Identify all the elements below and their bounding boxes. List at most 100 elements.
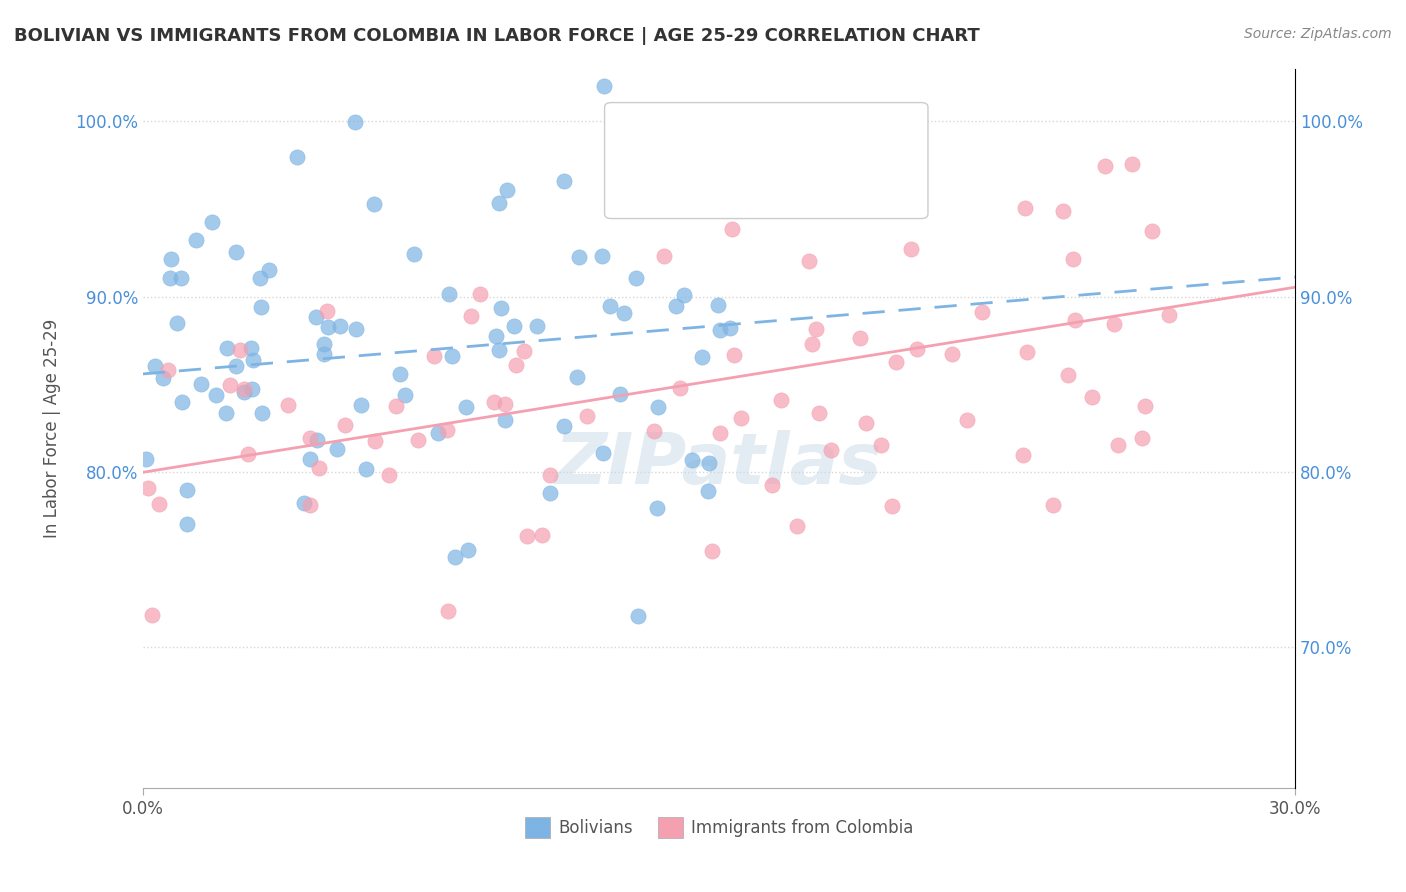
Point (159, 252, 181, 266)
Point (423, 349, 446, 363)
Point (1057, 368, 1080, 383)
Point (721, 221, 744, 235)
Point (201, 214, 224, 228)
Point (457, 542, 479, 557)
Point (312, 337, 335, 351)
Point (136, 481, 159, 495)
Point (1102, 317, 1125, 331)
Legend: Bolivians, Immigrants from Colombia: Bolivians, Immigrants from Colombia (517, 811, 920, 844)
Point (568, 250, 591, 264)
Point (706, 298, 728, 312)
Point (159, 270, 181, 285)
Point (538, 485, 561, 500)
Text: Source: ZipAtlas.com: Source: ZipAtlas.com (1244, 27, 1392, 41)
Point (484, 329, 506, 343)
Point (494, 413, 516, 427)
Point (1062, 252, 1084, 266)
Point (972, 304, 994, 318)
Point (176, 483, 198, 497)
Y-axis label: In Labor Force | Age 25-29: In Labor Force | Age 25-29 (44, 318, 60, 538)
Point (166, 316, 188, 330)
Point (484, 395, 506, 409)
Point (1107, 438, 1129, 452)
Point (354, 461, 377, 475)
Point (225, 245, 247, 260)
Point (441, 349, 464, 363)
Point (900, 243, 922, 257)
Point (673, 288, 696, 302)
Point (1042, 498, 1064, 512)
Point (806, 321, 828, 335)
Point (531, 528, 554, 542)
Text: BOLIVIAN VS IMMIGRANTS FROM COLOMBIA IN LABOR FORCE | AGE 25-29 CORRELATION CHAR: BOLIVIAN VS IMMIGRANTS FROM COLOMBIA IN … (14, 27, 980, 45)
Point (494, 397, 516, 411)
Point (394, 387, 416, 401)
Text: R = 0.476   N = 77: R = 0.476 N = 77 (637, 156, 794, 174)
Point (233, 385, 256, 400)
Point (526, 319, 548, 334)
Point (135, 452, 157, 467)
Point (797, 254, 820, 268)
Point (652, 249, 675, 263)
Point (232, 382, 254, 396)
Point (444, 550, 467, 565)
Point (250, 300, 273, 314)
Point (849, 331, 872, 345)
Point (292, 495, 315, 509)
Point (229, 343, 252, 358)
Point (645, 501, 668, 516)
Point (385, 399, 408, 413)
Point (325, 442, 347, 457)
Point (344, 321, 367, 335)
Point (305, 433, 328, 447)
Point (1130, 431, 1153, 445)
Point (880, 499, 903, 513)
Point (853, 156, 876, 170)
Point (1094, 159, 1116, 173)
Text: R = 0.149   N = 84: R = 0.149 N = 84 (637, 123, 794, 141)
Point (315, 304, 337, 318)
Point (176, 516, 198, 531)
Point (1140, 224, 1163, 238)
Point (786, 519, 808, 533)
Point (761, 478, 783, 492)
Point (426, 426, 449, 441)
Point (1135, 399, 1157, 413)
Point (505, 358, 527, 372)
Point (690, 350, 713, 364)
Point (308, 461, 330, 475)
Point (575, 409, 598, 423)
Point (215, 341, 238, 355)
Point (723, 348, 745, 362)
Point (437, 287, 460, 301)
Point (329, 318, 352, 333)
Point (148, 497, 170, 511)
Point (609, 386, 631, 401)
Point (404, 246, 426, 260)
Point (709, 426, 731, 441)
Point (1159, 308, 1181, 322)
Point (240, 341, 263, 355)
Point (1121, 157, 1143, 171)
Point (884, 355, 907, 369)
Point (496, 183, 519, 197)
Point (454, 401, 477, 415)
Point (204, 388, 226, 402)
Point (697, 456, 720, 470)
Point (470, 287, 492, 301)
Point (236, 447, 259, 461)
Point (700, 543, 723, 558)
Point (1052, 204, 1074, 219)
Point (1014, 201, 1036, 215)
Point (696, 483, 718, 498)
Point (709, 323, 731, 337)
Point (299, 452, 322, 467)
Point (516, 529, 538, 543)
Point (801, 337, 824, 351)
Point (1012, 448, 1035, 462)
Point (250, 406, 273, 420)
Point (565, 369, 588, 384)
Point (335, 417, 357, 432)
Point (259, 263, 281, 277)
Point (553, 418, 575, 433)
